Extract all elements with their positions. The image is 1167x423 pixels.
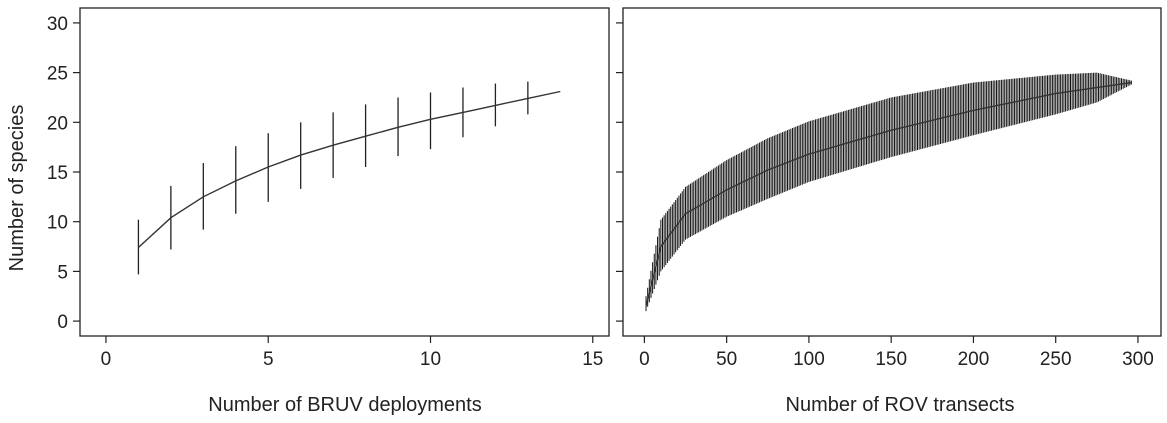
bruv-x-axis-title: Number of BRUV deployments [208, 394, 481, 416]
y-tick-label: 5 [57, 262, 68, 283]
x-tick-label: 200 [958, 349, 990, 370]
x-tick-label: 5 [263, 349, 274, 370]
x-tick-label: 10 [420, 349, 441, 370]
y-tick-label: 25 [47, 64, 68, 85]
x-tick-label: 15 [582, 349, 603, 370]
x-tick-label: 250 [1040, 349, 1072, 370]
bruv-accumulation-panel: Number of BRUV deployments Number of spe… [6, 7, 610, 416]
rov-x-axis-title: Number of ROV transects [786, 394, 1015, 416]
x-tick-label: 100 [793, 349, 825, 370]
x-tick-label: 300 [1122, 349, 1154, 370]
y-tick-label: 20 [47, 113, 68, 134]
x-tick-label: 0 [101, 349, 112, 370]
rov-accumulation-panel: Number of ROV transects 0 50 100 150 200 250 3… [616, 7, 1162, 416]
x-tick-label: 50 [716, 349, 737, 370]
bruv-mean-curve [137, 90, 561, 249]
y-tick-label: 30 [47, 14, 68, 35]
y-tick-label: 15 [47, 163, 68, 184]
bruv-plot-frame [79, 7, 610, 337]
y-tick-label: 0 [57, 312, 68, 333]
y-axis-title: Number of species [6, 105, 28, 272]
rov-mean-curve [645, 81, 1132, 307]
rov-plot-frame [622, 7, 1162, 337]
x-tick-label: 0 [639, 349, 650, 370]
y-tick-label: 10 [47, 213, 68, 234]
x-tick-label: 150 [875, 349, 907, 370]
